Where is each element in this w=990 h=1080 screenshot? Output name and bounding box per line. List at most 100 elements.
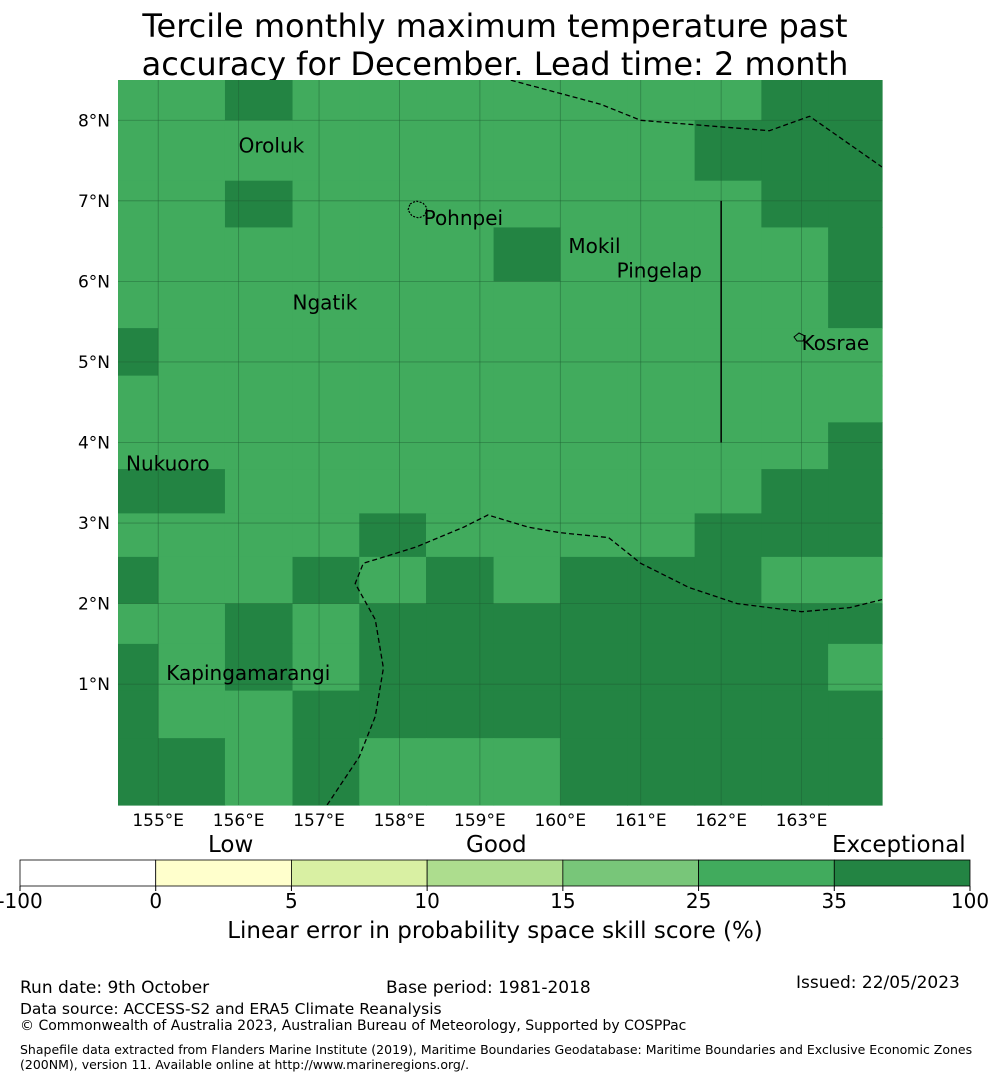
- skill-cell: [426, 469, 495, 514]
- skill-cell: [118, 422, 159, 470]
- skill-cell: [761, 513, 829, 558]
- skill-cell: [426, 375, 495, 423]
- place-label: Kosrae: [802, 331, 870, 355]
- latitude-tick-label: 7°N: [78, 192, 110, 212]
- skill-cell: [627, 180, 696, 229]
- longitude-tick-label: 163°E: [776, 811, 828, 831]
- skill-cell: [627, 556, 696, 605]
- skill-cell: [118, 603, 159, 645]
- skill-cell: [359, 180, 427, 229]
- skill-cell: [694, 422, 762, 470]
- skill-cell: [493, 469, 561, 514]
- skill-cell: [761, 469, 829, 514]
- map-title-line-1: Tercile monthly maximum temperature past: [142, 7, 848, 45]
- skill-cell: [426, 738, 495, 806]
- skill-cell: [694, 375, 762, 423]
- shapefile-credit-line-1: Shapefile data extracted from Flanders M…: [20, 1042, 973, 1057]
- skill-cell: [426, 603, 495, 645]
- skill-cell: [694, 603, 762, 645]
- skill-cell: [694, 643, 762, 692]
- skill-cell: [426, 513, 495, 558]
- skill-cell: [426, 281, 495, 329]
- skill-cell: [828, 513, 883, 558]
- colorbar-swatch: [291, 859, 428, 887]
- skill-cell: [560, 375, 628, 423]
- skill-cell: [493, 227, 561, 282]
- skill-cell: [828, 120, 883, 182]
- skill-cell: [359, 80, 427, 121]
- colorbar-tick-label: -100: [0, 889, 43, 913]
- skill-cell: [292, 328, 360, 377]
- skill-cell: [426, 422, 495, 470]
- skill-cell: [359, 281, 427, 329]
- skill-cell: [828, 643, 883, 692]
- skill-cell: [158, 690, 226, 739]
- place-label: Pohnpei: [424, 206, 504, 230]
- skill-cell: [118, 227, 159, 282]
- skill-cell: [158, 281, 226, 329]
- colorbar-tick-label: 100: [951, 889, 989, 913]
- skill-cell: [828, 603, 883, 645]
- colorbar-swatch: [19, 859, 157, 887]
- skill-cell: [493, 738, 561, 806]
- colorbar-tick-label: 35: [822, 889, 847, 913]
- longitude-tick-label: 162°E: [695, 811, 747, 831]
- pohnpei-island-outline: [407, 200, 428, 219]
- skill-cell: [694, 328, 762, 377]
- skill-cell: [828, 738, 883, 806]
- skill-grid: [118, 80, 883, 806]
- skill-cell: [158, 180, 226, 229]
- skill-cell: [828, 80, 883, 121]
- skill-cell: [118, 281, 159, 329]
- skill-cell: [761, 422, 829, 470]
- skill-cell: [224, 180, 294, 229]
- skill-cell: [560, 556, 628, 605]
- skill-cell: [493, 603, 561, 645]
- skill-cell: [158, 513, 226, 558]
- eez-boundary-line: [326, 514, 882, 805]
- skill-cell: [761, 556, 829, 605]
- skill-cell: [493, 180, 561, 229]
- skill-cell: [694, 690, 762, 739]
- skill-cell: [761, 375, 829, 423]
- skill-cell: [627, 328, 696, 377]
- skill-cell: [118, 328, 159, 377]
- skill-cell: [292, 690, 360, 739]
- skill-cell: [292, 180, 360, 229]
- place-label: Oroluk: [239, 134, 305, 158]
- skill-cell: [627, 375, 696, 423]
- skill-cell: [828, 690, 883, 739]
- data-source: Data source: ACCESS-S2 and ERA5 Climate …: [20, 1000, 442, 1018]
- eez-boundary-line: [507, 80, 882, 168]
- skill-cell: [359, 120, 427, 182]
- skill-cell: [224, 422, 294, 470]
- skill-cell: [627, 120, 696, 182]
- skill-cell: [224, 328, 294, 377]
- skill-cell: [828, 328, 883, 377]
- skill-cell: [224, 738, 294, 806]
- skill-cell: [426, 120, 495, 182]
- skill-cell: [359, 469, 427, 514]
- skill-cell: [292, 375, 360, 423]
- skill-cell: [426, 643, 495, 692]
- skill-cell: [493, 422, 561, 470]
- skill-cell: [560, 422, 628, 470]
- skill-cell: [426, 227, 495, 282]
- copyright: © Commonwealth of Australia 2023, Austra…: [20, 1018, 687, 1034]
- skill-cell: [493, 375, 561, 423]
- skill-cell: [627, 690, 696, 739]
- base-period: Base period: 1981-2018: [386, 978, 591, 998]
- colorbar: -100 0 5 10 15 25 35 100: [0, 859, 989, 913]
- skill-cell: [627, 513, 696, 558]
- colorbar-swatch: [155, 859, 292, 887]
- skill-cell: [560, 227, 628, 282]
- skill-cell: [224, 556, 294, 605]
- skill-cell: [158, 738, 226, 806]
- skill-cell: [828, 180, 883, 229]
- latitude-ticks: 1°N 2°N 3°N 4°N 5°N 6°N 7°N 8°N: [78, 111, 110, 695]
- run-date: Run date: 9th October: [20, 978, 210, 998]
- skill-cell: [224, 690, 294, 739]
- place-label: Mokil: [568, 234, 620, 258]
- colorbar-category-low: Low: [208, 832, 254, 858]
- colorbar-tick-label: 15: [550, 889, 575, 913]
